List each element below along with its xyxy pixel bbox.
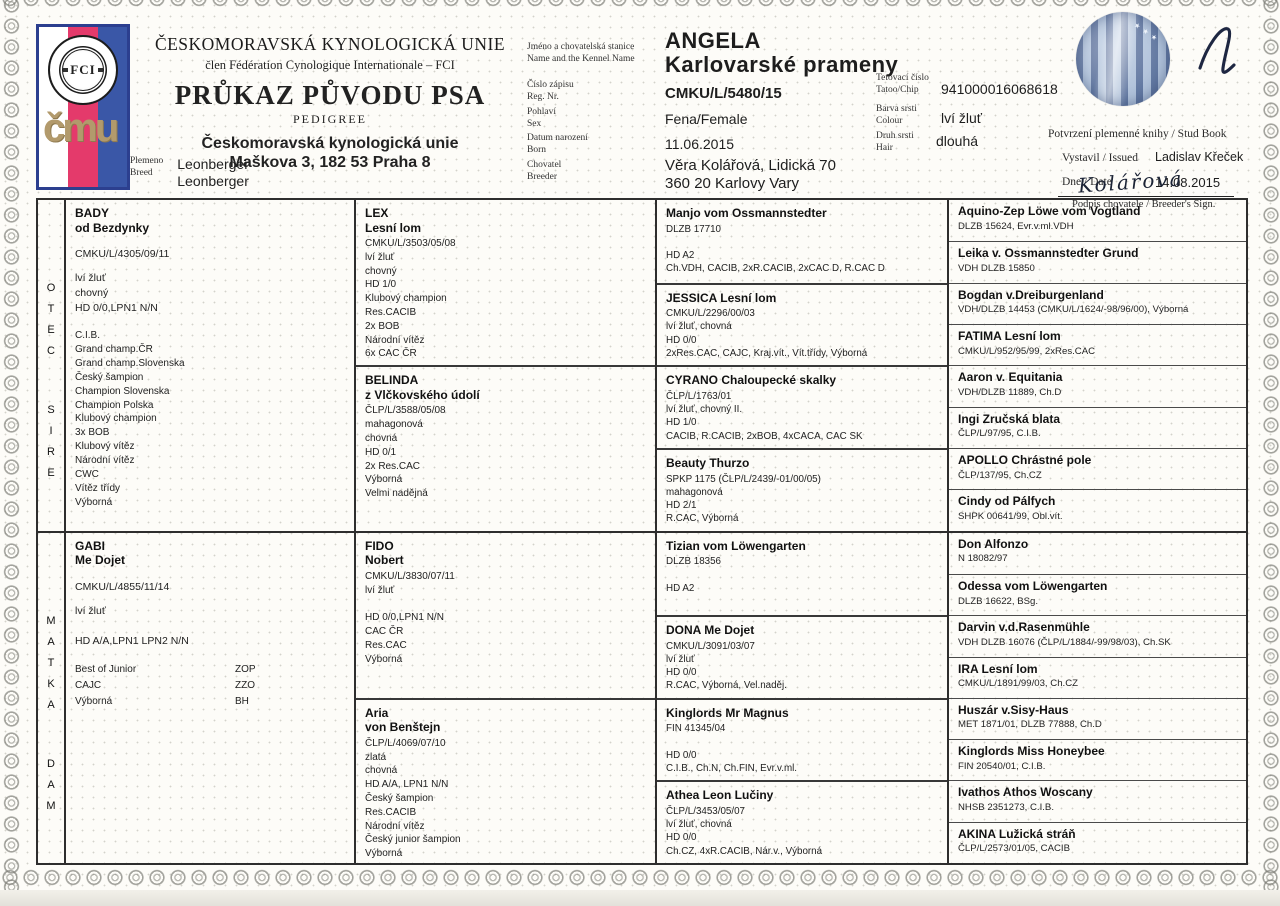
org-block: ČESKOMORAVSKÁ KYNOLOGICKÁ UNIE člen Fédé… — [128, 34, 532, 172]
decorative-border-bottom — [0, 867, 1280, 888]
pedigree-cell-great-grandparent: CYRANO Chaloupecké skalky ČLP/L/1763/01 … — [657, 365, 947, 448]
pedigree-cell-gg-grandparent: Ivathos Athos Woscany NHSB 2351273, C.I.… — [949, 780, 1246, 821]
pedigree-cell-gg-grandparent: Huszár v.Sisy-Haus MET 1871/01, DLZB 778… — [949, 697, 1246, 739]
name-label: Jméno a chovatelská stanice Name and the… — [527, 42, 635, 64]
tattoo-value: 941000016068618 — [941, 81, 1058, 97]
otec-label: O T E C — [46, 282, 56, 357]
pedigree-cell-gg-grandparent: Cindy od Pálfych SHPK 00641/99, Obl.vít. — [949, 489, 1246, 530]
signature-caption: Podpis chovatele / Breeder's Sign. — [1072, 199, 1216, 210]
org-subtitle: člen Fédération Cynologique Internationa… — [205, 58, 455, 72]
hair-value: dlouhá — [936, 133, 979, 149]
reg-number: CMKU/L/5480/15 — [665, 85, 782, 102]
pedigree-cell-great-grandparent: Tizian vom Löwengarten DLZB 18356 HD A2 — [666, 538, 806, 594]
pen-mark-icon — [1188, 18, 1244, 87]
sire-titles: C.I.B. Grand champ.ČR Grand champ.Sloven… — [75, 330, 185, 508]
signature-line — [1058, 196, 1234, 197]
tattoo-label: Tetovací číslo Tatoo/Chip — [876, 73, 929, 95]
pedigree-cell-grandparent: BELINDA z Vlčkovského údolí ČLP/L/3588/0… — [356, 365, 655, 530]
decorative-border-right — [1262, 0, 1280, 892]
document-title: PRŮKAZ PŮVODU PSA — [174, 80, 486, 110]
pedigree-cell-dam: GABI Me Dojet CMKU/L/4855/11/14 lví žluť… — [66, 532, 356, 863]
pedigree-cell-gg-grandparent: IRA Lesní lom CMKU/L/1891/99/03, Ch.CZ — [949, 656, 1246, 698]
cmu-logo-text: čmu — [43, 106, 119, 150]
pedigree-cell-great-grandparent: Manjo vom Ossmannstedter DLZB 17710 HD A… — [666, 206, 885, 275]
pedigree-cell-gg-grandparent: Leika v. Ossmannstedter Grund VDH DLZB 1… — [949, 241, 1246, 282]
issued-label: Vystavil / Issued — [1062, 152, 1139, 164]
sire-side-label: O T E C S I R E — [38, 200, 66, 531]
breed-label-en: Breed — [130, 167, 153, 178]
cmu-logo-icon: čmu — [43, 106, 119, 177]
born-label: Datum narození Born — [527, 133, 588, 155]
fci-emblem-text: FCI — [68, 62, 98, 78]
reg-label: Číslo zápisu Reg. Nr. — [527, 80, 574, 102]
pedigree-cell-grandparent: Aria von Benštejn ČLP/L/4069/07/10 zlatá… — [356, 697, 655, 863]
pedigree-cell-gg-grandparent: FATIMA Lesní lom CMKU/L/952/95/99, 2xRes… — [949, 324, 1246, 365]
dam-info: lví žluť HD A/A,LPN1 LPN2 N/N — [75, 604, 189, 647]
date-label: Dne / Date — [1062, 176, 1112, 188]
pedigree-cell-sire: BADY od Bezdynky CMKU/L/4305/09/11 lví ž… — [66, 200, 356, 531]
pedigree-table: O T E C S I R E BADY od Bezdynky CMKU/L/… — [36, 198, 1248, 865]
pedigree-cell-great-grandparent: Athea Leon Lučiny ČLP/L/3453/05/07 lví ž… — [657, 780, 947, 863]
studbook-title: Potvrzení plemenné knihy / Stud Book — [1048, 128, 1227, 140]
pedigree-cell-great-grandparent: Kinglords Mr Magnus FIN 41345/04 HD 0/0 … — [657, 697, 947, 781]
decorative-border-top — [0, 0, 1280, 9]
hologram-sticker-icon: ★ ★ ★ — [1076, 12, 1170, 106]
pedigree-cell-gg-grandparent: Don Alfonzo N 18082/97 — [958, 536, 1029, 565]
dam-row: M A T K A D A M GABI Me Dojet CMKU/L/485… — [38, 532, 1246, 863]
colour-label: Barva srsti Colour — [876, 104, 917, 126]
breeder-label: Chovatel Breeder — [527, 160, 562, 182]
pedigree-cell-gg-grandparent: APOLLO Chrástné pole ČLP/137/95, Ch.CZ — [949, 448, 1246, 489]
date-value: 14.08.2015 — [1155, 175, 1221, 190]
pedigree-cell-gg-grandparent: Ingi Zručská blata ČLP/L/97/95, C.I.B. — [949, 406, 1246, 448]
issued-value: Ladislav Křeček — [1155, 150, 1244, 164]
breed-field: Plemeno Breed Leonberger Leonberger — [130, 156, 249, 190]
sire-label: S I R E — [47, 404, 55, 479]
breed-label-cz: Plemeno — [130, 156, 164, 166]
scan-edge — [0, 890, 1280, 906]
decorative-border-left — [1, 0, 22, 892]
pedigree-cell-gg-grandparent: Odessa vom Löwengarten DLZB 16622, BSg. — [949, 574, 1246, 615]
kennel-name: Karlovarské prameny — [665, 52, 899, 77]
document-subtitle: PEDIGREE — [293, 112, 367, 126]
issuer-address: Maškova 3, 182 53 Praha 8 — [229, 154, 431, 171]
pedigree-cell-gg-grandparent: Aquino-Zep Löwe vom Vogtland DLZB 15624,… — [958, 204, 1141, 232]
hair-label: Druh srsti Hair — [876, 131, 914, 153]
sire-row: O T E C S I R E BADY od Bezdynky CMKU/L/… — [38, 200, 1246, 533]
pedigree-cell-gg-grandparent: AKINA Lužická stráň ČLP/L/2573/01/05, CA… — [949, 821, 1246, 863]
breed-value: Leonberger Leonberger — [177, 156, 249, 189]
dam-titles: Best of Junior CAJC Výborná ZOP ZZO BH — [75, 663, 256, 707]
dam-label: D A M — [46, 757, 56, 812]
cmu-fci-logo: FCI čmu — [36, 24, 130, 190]
issuer-name: Českomoravská kynologická unie — [201, 135, 459, 152]
sire-reg: CMKU/L/4305/09/11 — [75, 248, 170, 260]
pedigree-cell-great-grandparent: Beauty Thurzo SPKP 1175 (ČLP/L/2439/-01/… — [657, 448, 947, 531]
sire-info: lví žluť chovný HD 0/0,LPN1 N/N — [75, 272, 158, 314]
dog-name: ANGELA — [665, 28, 761, 53]
born-value: 11.06.2015 — [665, 136, 735, 152]
pedigree-cell-gg-grandparent: Darvin v.d.Rasenmühle VDH DLZB 16076 (ČL… — [949, 615, 1246, 656]
sex-label: Pohlaví Sex — [527, 107, 557, 129]
matka-label: M A T K A — [46, 614, 56, 711]
pedigree-cell-great-grandparent: DONA Me Dojet CMKU/L/3091/03/07 lví žluť… — [657, 615, 947, 698]
fci-emblem-icon: FCI — [48, 35, 118, 105]
pedigree-cell-gg-grandparent: Bogdan v.Dreiburgenland VDH/DLZB 14453 (… — [949, 282, 1246, 324]
dam-side-label: M A T K A D A M — [38, 532, 66, 863]
pedigree-cell-great-grandparent: JESSICA Lesní lom CMKU/L/2296/00/03 lví … — [657, 282, 947, 366]
pedigree-cell-grandparent: LEX Lesní lom CMKU/L/3503/05/08 lví žluť… — [365, 206, 456, 360]
pedigree-cell-gg-grandparent: Kinglords Miss Honeybee FIN 20540/01, C.… — [949, 739, 1246, 780]
pedigree-cell-gg-grandparent: Aaron v. Equitania VDH/DLZB 11889, Ch.D — [949, 365, 1246, 406]
org-title: ČESKOMORAVSKÁ KYNOLOGICKÁ UNIE — [154, 34, 506, 54]
pedigree-cell-grandparent: FIDO Nobert CMKU/L/3830/07/11 lví žluť H… — [365, 538, 455, 665]
colour-value: lví žluť — [941, 110, 983, 126]
dam-reg: CMKU/L/4855/11/14 — [75, 580, 170, 593]
sex-value: Fena/Female — [665, 111, 748, 127]
breeder-value: Věra Kolářová, Lidická 70 360 20 Karlovy… — [665, 157, 836, 192]
